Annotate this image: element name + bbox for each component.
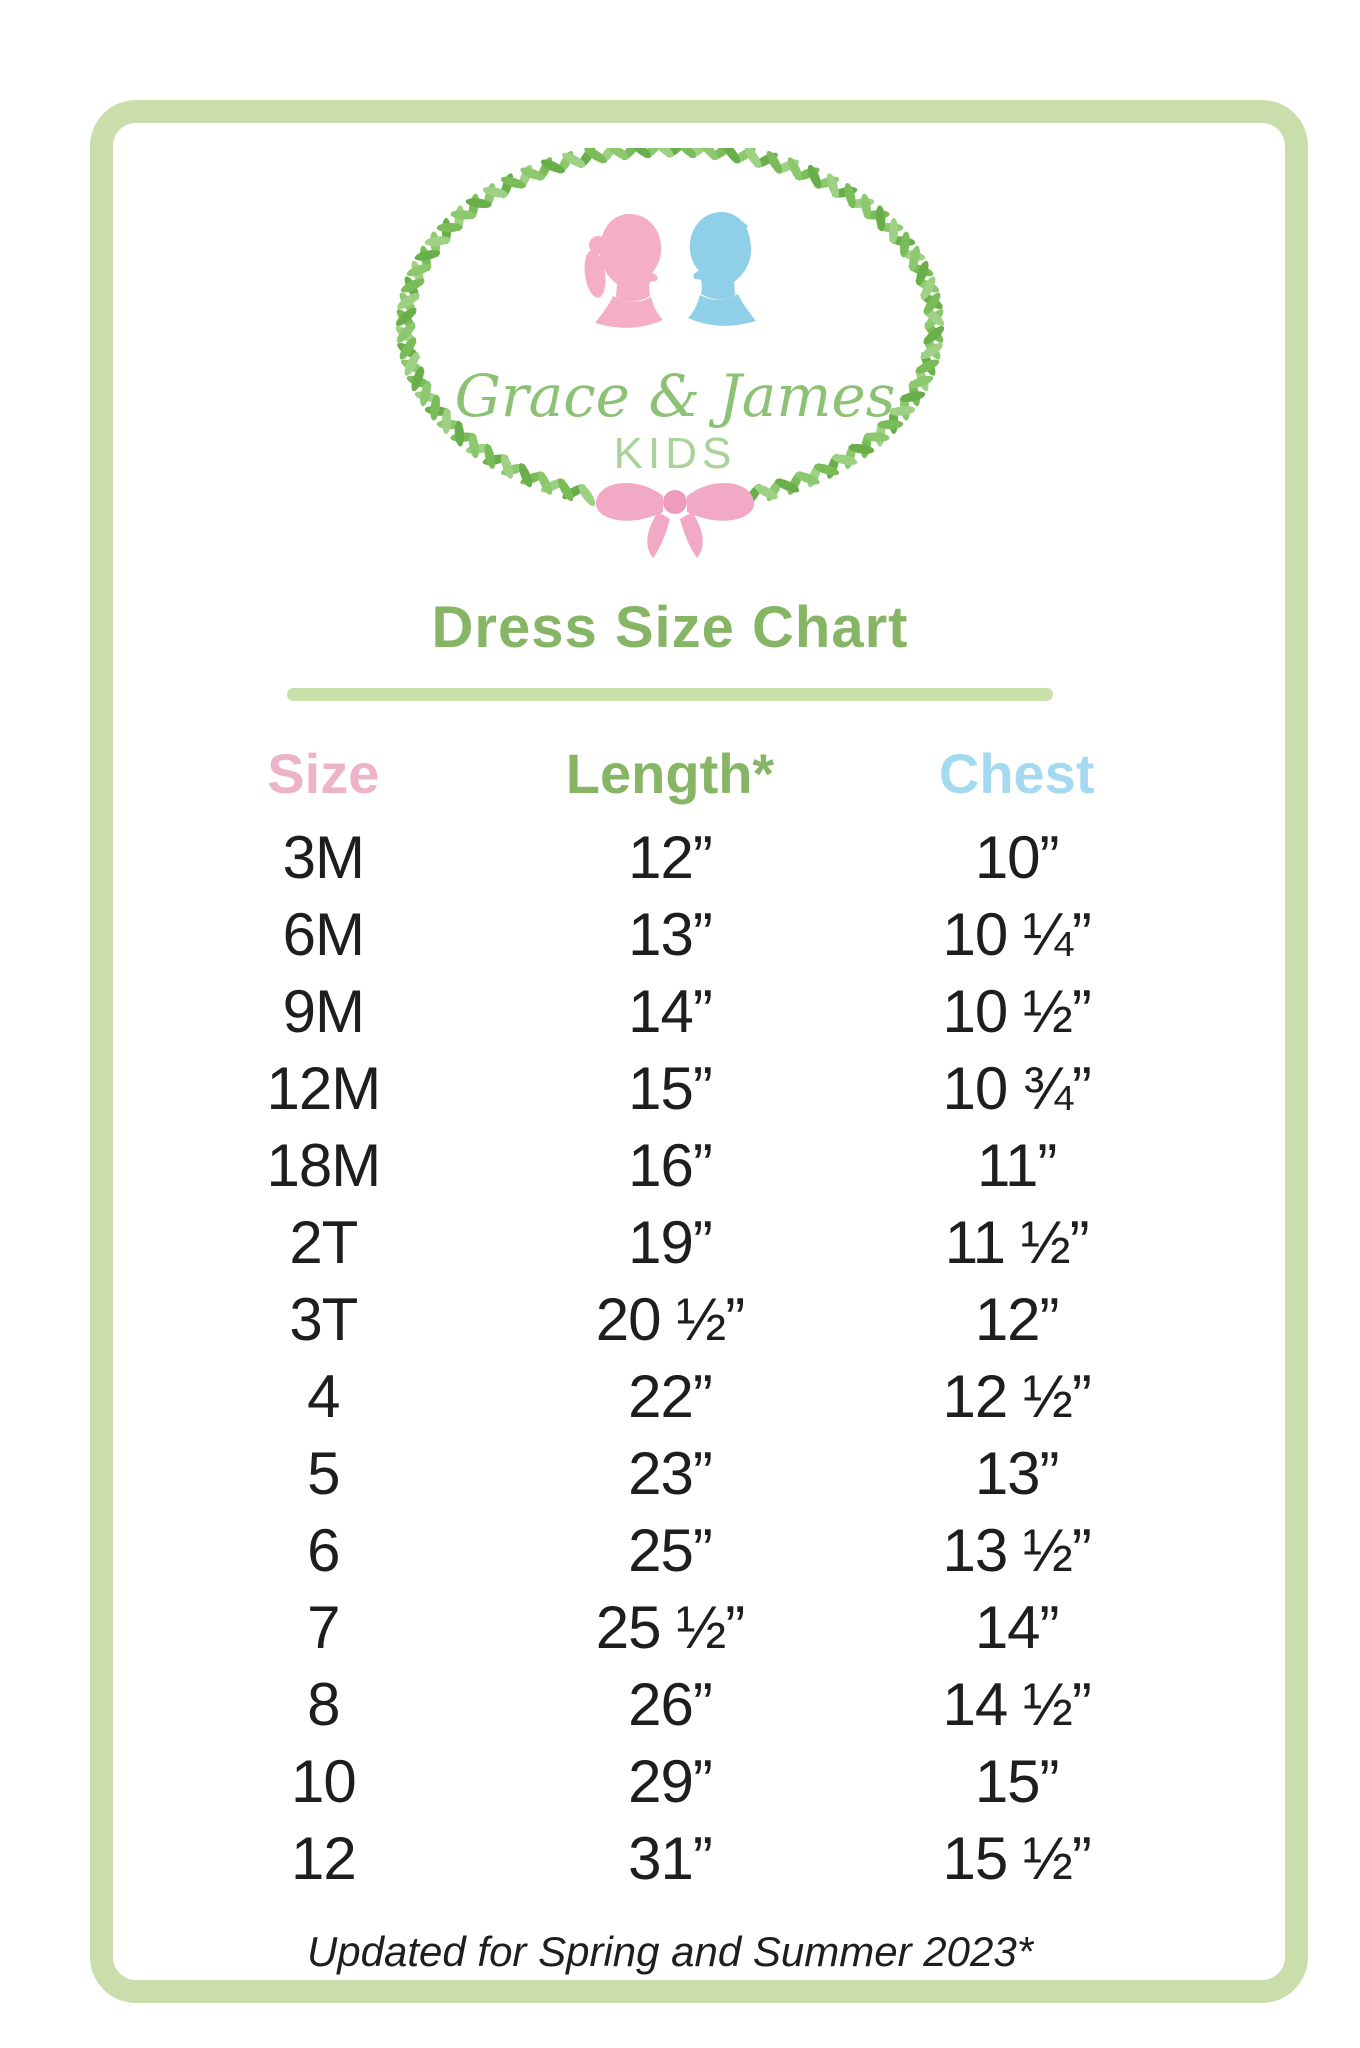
table-row: 8 26” 14 ½” <box>150 1666 1190 1743</box>
footer-note: Updated for Spring and Summer 2023* <box>306 1928 1034 1975</box>
chest-cell: 11 ½” <box>944 1209 1090 1276</box>
page-title: Dress Size Chart <box>431 595 909 660</box>
table-row: 18M 16” 11” <box>150 1127 1190 1204</box>
table-row: 10 29” 15” <box>150 1743 1190 1820</box>
table-row: 6M 13” 10 ¼” <box>150 896 1190 973</box>
table-row: 12 31” 15 ½” <box>150 1820 1190 1897</box>
table-header-row: Size Length* Chest <box>150 743 1190 805</box>
length-cell: 26” <box>628 1671 713 1738</box>
table-row: 3M 12” 10” <box>150 819 1190 896</box>
length-cell: 20 ½” <box>595 1286 745 1353</box>
chest-cell: 10 ¼” <box>942 901 1091 968</box>
chest-cell: 11” <box>977 1132 1057 1199</box>
chest-cell: 10 ½” <box>942 978 1091 1045</box>
table-row: 12M 15” 10 ¾” <box>150 1050 1190 1127</box>
table-row: 7 25 ½” 14” <box>150 1589 1190 1666</box>
size-cell: 3T <box>289 1286 358 1353</box>
length-cell: 19” <box>628 1209 713 1276</box>
bow-icon <box>595 482 755 558</box>
size-cell: 18M <box>266 1132 381 1199</box>
size-cell: 3M <box>282 824 365 891</box>
size-cell: 4 <box>307 1363 340 1430</box>
size-cell: 2T <box>289 1209 358 1276</box>
chest-cell: 12” <box>974 1286 1060 1353</box>
chest-cell: 15” <box>974 1748 1060 1815</box>
length-cell: 16” <box>628 1132 713 1199</box>
table-row: 6 25” 13 ½” <box>150 1512 1190 1589</box>
length-cell: 29” <box>628 1748 713 1815</box>
length-cell: 13” <box>628 901 713 968</box>
table-row: 3T 20 ½” 12” <box>150 1281 1190 1358</box>
length-cell: 25 ½” <box>595 1594 745 1661</box>
size-chart-card: Grace & James KIDS Dress Size Chart Size… <box>90 100 1308 2003</box>
header-size: Size <box>267 742 380 805</box>
table-row: 5 23” 13” <box>150 1435 1190 1512</box>
chest-cell: 13” <box>974 1440 1060 1507</box>
chest-cell: 10” <box>974 824 1060 891</box>
chest-cell: 13 ½” <box>942 1517 1091 1584</box>
size-cell: 12 <box>290 1825 357 1892</box>
size-table: 3M 12” 10” 6M 13” 10 ¼” 9M 14” 10 ½” 12M… <box>150 819 1190 1897</box>
size-cell: 6M <box>282 901 365 968</box>
length-cell: 15” <box>628 1055 713 1122</box>
length-cell: 14” <box>628 978 713 1045</box>
header-chest: Chest <box>938 742 1095 805</box>
length-cell: 25” <box>628 1517 713 1584</box>
size-cell: 5 <box>307 1440 340 1507</box>
table-row: 9M 14” 10 ½” <box>150 973 1190 1050</box>
table-row: 2T 19” 11 ½” <box>150 1204 1190 1281</box>
length-cell: 23” <box>628 1440 713 1507</box>
table-row: 4 22” 12 ½” <box>150 1358 1190 1435</box>
length-cell: 31” <box>628 1825 713 1892</box>
chest-cell: 15 ½” <box>942 1825 1091 1892</box>
chest-cell: 14 ½” <box>942 1671 1091 1738</box>
girl-silhouette-icon <box>584 213 663 328</box>
laurel-wreath-graphic <box>395 148 945 507</box>
size-cell: 9M <box>282 978 365 1045</box>
size-cell: 8 <box>307 1671 340 1738</box>
card-content: Grace & James KIDS Dress Size Chart Size… <box>150 148 1190 1975</box>
size-cell: 6 <box>307 1517 340 1584</box>
length-cell: 22” <box>628 1363 713 1430</box>
boy-silhouette-icon <box>688 211 756 326</box>
divider-line <box>287 688 1053 701</box>
chest-cell: 10 ¾” <box>942 1055 1091 1122</box>
brand-script-name: Grace & James <box>455 362 896 430</box>
size-cell: 7 <box>307 1594 340 1661</box>
header-length: Length* <box>565 742 775 805</box>
brand-sub-name: KIDS <box>614 429 737 478</box>
size-cell: 12M <box>266 1055 381 1122</box>
brand-logo: Grace & James KIDS <box>395 148 945 558</box>
chest-cell: 14” <box>974 1594 1060 1661</box>
size-cell: 10 <box>290 1748 357 1815</box>
chest-cell: 12 ½” <box>942 1363 1091 1430</box>
length-cell: 12” <box>628 824 713 891</box>
